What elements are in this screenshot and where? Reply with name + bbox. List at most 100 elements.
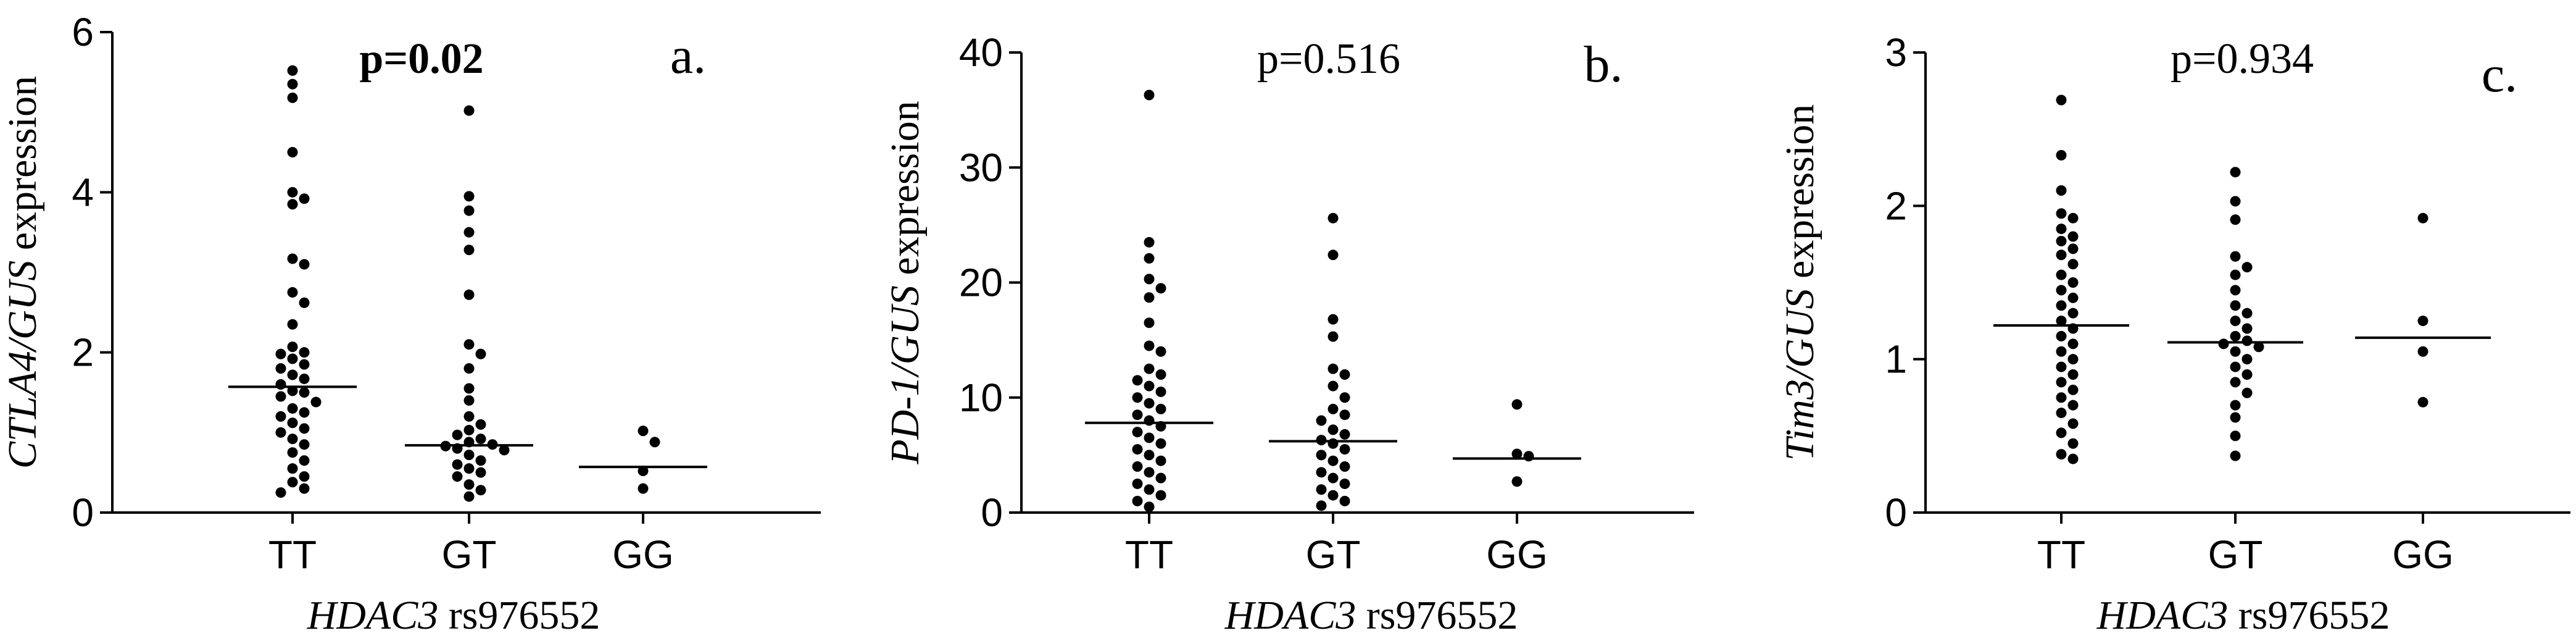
- data-point: [452, 471, 463, 482]
- data-point: [1132, 375, 1143, 386]
- x-axis-label-text: rs976552: [2228, 593, 2390, 638]
- y-axis-label-gene: CTLA4/GUS: [0, 261, 45, 469]
- data-point: [463, 205, 475, 216]
- data-point: [299, 259, 310, 270]
- data-point: [2230, 400, 2241, 411]
- data-point: [1327, 363, 1339, 374]
- data-point: [2242, 335, 2253, 346]
- data-point: [299, 407, 310, 418]
- data-point: [287, 78, 298, 90]
- data-point: [463, 227, 475, 238]
- data-point: [1132, 392, 1143, 403]
- data-point: [2230, 251, 2241, 262]
- y-axis-label-gene: Tim3/GUS: [1777, 289, 1822, 461]
- y-tick-label: 0: [72, 490, 94, 535]
- data-point: [2067, 453, 2079, 464]
- data-point: [463, 363, 475, 374]
- data-point: [452, 459, 463, 470]
- data-point: [638, 466, 649, 477]
- x-tick-label: TT: [1125, 532, 1173, 577]
- data-point: [1327, 472, 1339, 484]
- data-point: [1155, 472, 1166, 484]
- x-tick-label: GG: [612, 532, 674, 577]
- data-point: [1327, 314, 1339, 325]
- data-point: [2253, 341, 2264, 353]
- x-tick-label: GT: [2208, 532, 2263, 577]
- data-point: [2056, 392, 2067, 403]
- data-point: [2242, 354, 2253, 365]
- data-point: [1144, 363, 1155, 374]
- data-point: [1144, 237, 1155, 248]
- data-point: [1155, 369, 1166, 380]
- data-point: [299, 455, 310, 466]
- data-point: [463, 289, 475, 300]
- y-axis-label-text: expression: [1777, 104, 1822, 289]
- data-point: [475, 485, 486, 496]
- data-point: [1339, 429, 1350, 440]
- y-tick-label: 20: [959, 261, 1003, 305]
- data-point: [1327, 212, 1339, 224]
- data-point: [2067, 418, 2079, 429]
- data-point: [299, 471, 310, 482]
- data-point: [1339, 369, 1350, 380]
- x-axis-label-gene: HDAC3: [307, 593, 439, 638]
- data-point: [287, 447, 298, 458]
- data-point: [1316, 435, 1327, 446]
- data-point: [2067, 400, 2079, 411]
- data-point: [1339, 478, 1350, 489]
- data-point: [475, 348, 486, 359]
- x-axis-label: HDAC3 rs976552: [307, 593, 600, 638]
- x-axis-label-text: rs976552: [438, 593, 600, 638]
- y-tick-label: 3: [1885, 30, 1907, 75]
- data-point: [1316, 467, 1327, 478]
- data-point: [2056, 285, 2067, 296]
- data-point: [1144, 253, 1155, 264]
- data-point: [299, 347, 310, 358]
- data-point: [275, 391, 286, 402]
- data-point: [299, 483, 310, 494]
- data-point: [2067, 231, 2079, 242]
- data-point: [452, 429, 463, 440]
- chart-panel-2: 0 10 20 30 40 TT GT GG PD-1/GUS expression HDAC3 …: [883, 30, 1694, 638]
- data-point: [299, 439, 310, 450]
- data-point: [1155, 283, 1166, 294]
- data-point: [2067, 323, 2079, 334]
- data-point: [2230, 196, 2241, 207]
- data-point: [2230, 361, 2241, 372]
- data-point: [1327, 424, 1339, 435]
- data-point: [2067, 338, 2079, 350]
- data-point: [440, 440, 451, 451]
- data-point: [2067, 438, 2079, 449]
- data-point: [1144, 292, 1155, 303]
- data-point: [2056, 330, 2067, 341]
- x-tick-label: TT: [2037, 532, 2085, 577]
- data-point: [2242, 369, 2253, 380]
- y-axis-label: PD-1/GUS expression: [883, 101, 928, 464]
- data-point: [1155, 455, 1166, 466]
- data-point: [2056, 224, 2067, 235]
- data-point: [2067, 369, 2079, 380]
- data-point: [463, 245, 475, 256]
- data-point: [2230, 412, 2241, 423]
- data-point: [2242, 262, 2253, 273]
- data-point: [1144, 450, 1155, 461]
- data-point: [287, 434, 298, 445]
- data-point: [638, 425, 649, 437]
- data-point: [287, 403, 298, 414]
- data-point: [287, 186, 298, 198]
- data-point: [2056, 377, 2067, 388]
- data-point: [2067, 354, 2079, 365]
- data-point: [2056, 94, 2067, 106]
- data-point: [463, 383, 475, 394]
- x-axis-label-gene: HDAC3: [2096, 593, 2229, 638]
- data-point: [475, 419, 486, 430]
- data-point: [299, 373, 310, 384]
- data-point: [1132, 461, 1143, 472]
- x-axis-label-text: rs976552: [1356, 593, 1518, 638]
- data-point: [463, 491, 475, 502]
- data-point: [275, 411, 286, 422]
- data-point: [1144, 432, 1155, 443]
- data-point: [463, 450, 475, 461]
- y-tick-label: 1: [1885, 337, 1907, 382]
- data-point: [275, 427, 286, 438]
